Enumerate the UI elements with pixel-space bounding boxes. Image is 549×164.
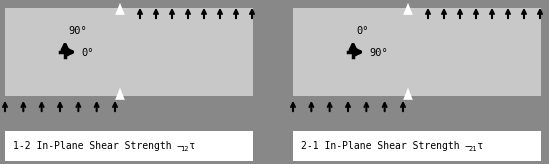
Bar [5,8,253,96]
Text: 0°: 0° [356,26,368,36]
Text: 2-1 In-Plane Shear Strength – τ: 2-1 In-Plane Shear Strength – τ [301,141,483,151]
Text: 12: 12 [180,146,188,152]
Polygon shape [403,88,413,100]
Text: 21: 21 [468,146,477,152]
Text: 1-2 In-Plane Shear Strength – τ: 1-2 In-Plane Shear Strength – τ [13,141,195,151]
Polygon shape [403,3,413,15]
Text: 0°: 0° [81,48,93,58]
Bar [293,8,541,96]
Text: 90°: 90° [68,26,87,36]
Text: 90°: 90° [369,48,388,58]
Bar [5,131,253,161]
Polygon shape [115,3,125,15]
Polygon shape [115,88,125,100]
Bar [293,131,541,161]
